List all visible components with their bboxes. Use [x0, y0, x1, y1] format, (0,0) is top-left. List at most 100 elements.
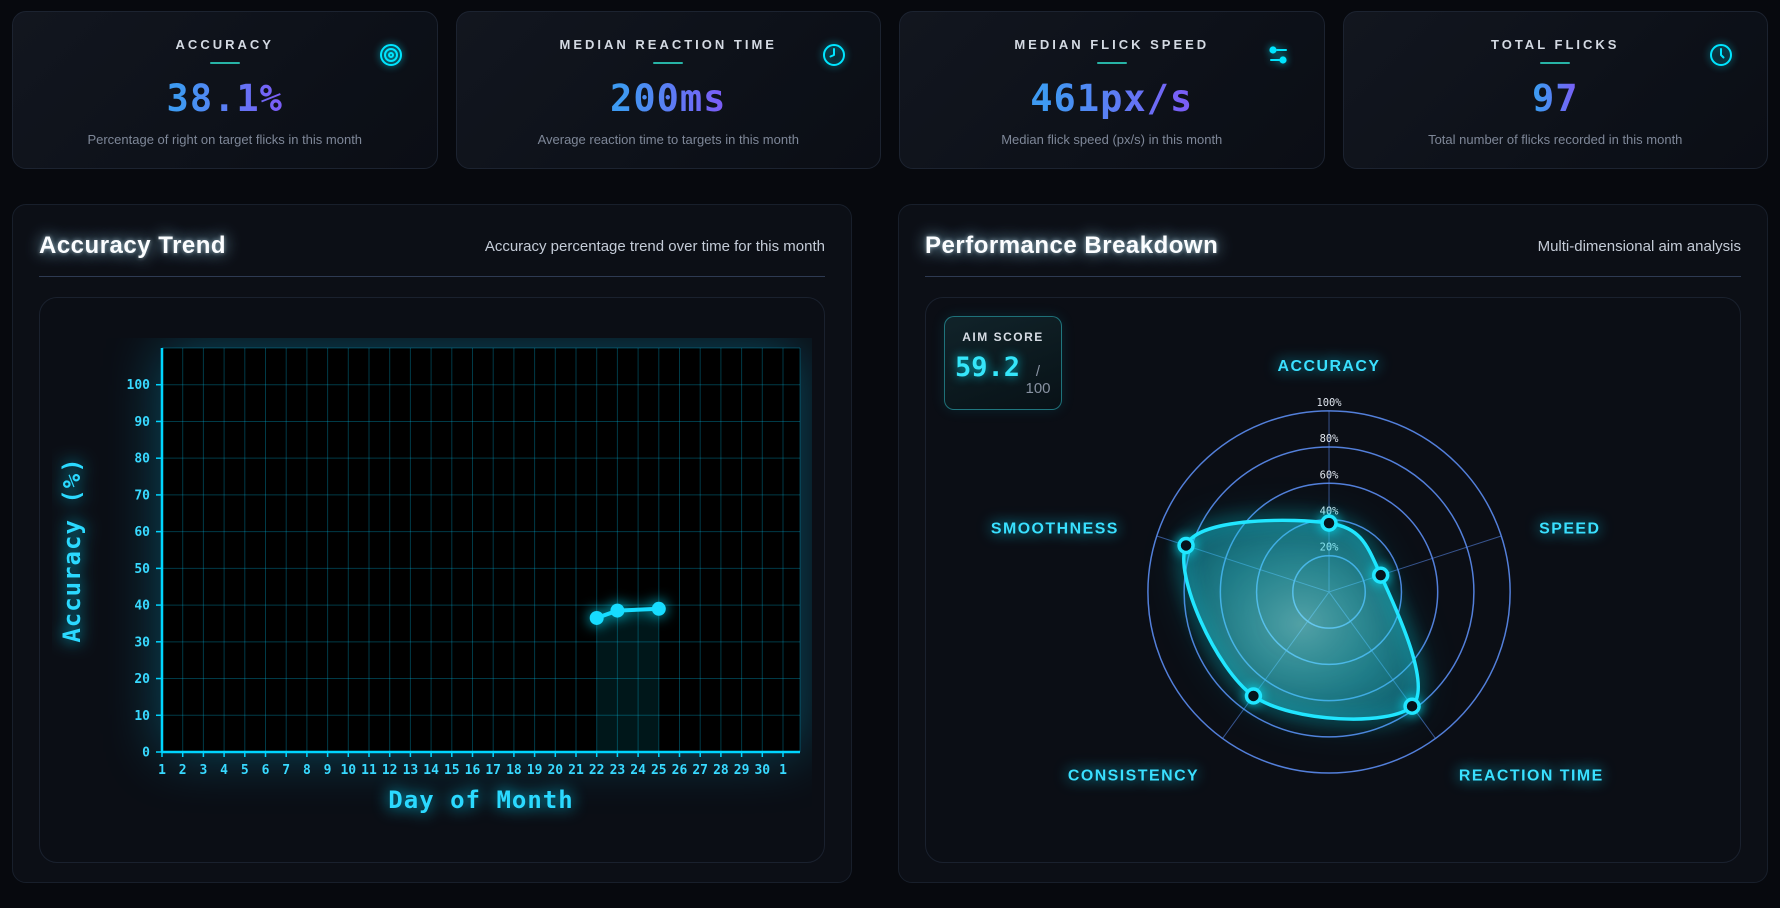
svg-text:40: 40	[134, 599, 150, 614]
svg-text:1: 1	[158, 763, 166, 778]
radar-data-polygon	[1177, 514, 1421, 721]
aim-score-label: AIM SCORE	[962, 330, 1044, 344]
svg-text:9: 9	[324, 763, 332, 778]
panel-header: Accuracy Trend Accuracy percentage trend…	[39, 225, 825, 267]
radar-axis-labels: ACCURACY SPEED REACTION TIME CONSISTENCY SMO…	[991, 358, 1604, 785]
stat-description: Average reaction time to targets in this…	[537, 132, 799, 147]
y-axis-tick-labels: 0 10 20 30 40 50 60 70 80 90 100	[127, 378, 151, 760]
stat-description: Percentage of right on target flicks in …	[87, 132, 363, 147]
svg-text:17: 17	[485, 763, 501, 778]
title-underline	[653, 62, 684, 64]
stat-value: 461px/s	[1030, 77, 1194, 120]
stat-card-accuracy: ACCURACY 38.1% Percentage of right on ta…	[12, 11, 438, 169]
panel-title: Performance Breakdown	[925, 232, 1219, 259]
svg-text:25: 25	[651, 763, 667, 778]
svg-text:20: 20	[547, 763, 563, 778]
stat-card-total-flicks: TOTAL FLICKS 97 Total number of flicks r…	[1342, 11, 1768, 169]
svg-text:26: 26	[672, 763, 688, 778]
tick-marks	[156, 383, 784, 757]
panel-title: Accuracy Trend	[39, 232, 227, 259]
stat-card-median-reaction-time: MEDIAN REACTION TIME 200ms Average react…	[455, 11, 881, 169]
target-icon	[379, 43, 403, 67]
stat-card-median-flick-speed: MEDIAN FLICK SPEED 461px/s Median flick …	[899, 11, 1325, 169]
svg-text:0: 0	[142, 746, 150, 761]
svg-text:100%: 100%	[1316, 397, 1342, 409]
stat-title: MEDIAN FLICK SPEED	[1014, 37, 1210, 52]
radar-vertex	[1320, 514, 1338, 532]
data-point	[651, 601, 666, 616]
svg-text:11: 11	[361, 763, 377, 778]
accuracy-trend-panel: Accuracy Trend Accuracy percentage trend…	[12, 204, 852, 883]
title-underline	[1096, 62, 1127, 64]
x-axis-title: Day of Month	[388, 786, 573, 814]
panel-subtitle: Multi-dimensional aim analysis	[1537, 237, 1741, 255]
stat-title: TOTAL FLICKS	[1491, 37, 1620, 52]
svg-text:19: 19	[527, 763, 543, 778]
stats-row: ACCURACY 38.1% Percentage of right on ta…	[12, 11, 1768, 169]
data-series	[589, 601, 666, 625]
svg-text:24: 24	[630, 763, 646, 778]
svg-text:12: 12	[382, 763, 398, 778]
svg-text:REACTION TIME: REACTION TIME	[1459, 768, 1604, 785]
radar-vertex	[1244, 687, 1263, 705]
stat-value: 97	[1531, 77, 1579, 120]
panel-header: Performance Breakdown Multi-dimensional …	[925, 225, 1741, 267]
svg-text:29: 29	[734, 763, 750, 778]
aim-score-max: / 100	[1025, 363, 1051, 397]
y-axis-title: Accuracy (%)	[58, 457, 86, 642]
svg-text:80%: 80%	[1320, 433, 1340, 445]
stat-title: ACCURACY	[175, 37, 274, 52]
svg-text:70: 70	[134, 488, 150, 503]
svg-text:15: 15	[444, 763, 460, 778]
plot-area	[162, 348, 800, 752]
data-point	[610, 603, 625, 618]
svg-text:10: 10	[134, 709, 150, 724]
svg-text:8: 8	[303, 763, 311, 778]
radar-vertex	[1371, 566, 1390, 584]
stat-value: 200ms	[610, 77, 727, 120]
svg-text:6: 6	[262, 763, 270, 778]
stat-description: Total number of flicks recorded in this …	[1428, 132, 1683, 147]
svg-text:14: 14	[423, 763, 439, 778]
svg-text:SPEED: SPEED	[1539, 521, 1600, 538]
svg-text:80: 80	[134, 452, 150, 467]
stat-description: Median flick speed (px/s) in this month	[1001, 132, 1223, 147]
svg-text:22: 22	[589, 763, 605, 778]
svg-text:5: 5	[241, 763, 249, 778]
svg-text:21: 21	[568, 763, 584, 778]
axes	[160, 348, 800, 754]
svg-text:7: 7	[282, 763, 290, 778]
svg-text:2: 2	[179, 763, 187, 778]
data-point	[589, 610, 604, 625]
panel-subtitle: Accuracy percentage trend over time for …	[484, 237, 825, 255]
svg-text:50: 50	[134, 562, 150, 577]
clock-icon	[1709, 43, 1733, 67]
svg-text:60%: 60%	[1320, 469, 1340, 481]
svg-text:ACCURACY: ACCURACY	[1278, 358, 1381, 375]
sliders-icon	[1266, 43, 1290, 67]
divider	[39, 276, 825, 277]
svg-text:30: 30	[134, 635, 150, 650]
divider	[925, 276, 1741, 277]
svg-text:10: 10	[340, 763, 356, 778]
stat-title: MEDIAN REACTION TIME	[559, 37, 777, 52]
svg-text:60: 60	[134, 525, 150, 540]
clock-icon	[822, 43, 846, 67]
grid-lines	[162, 347, 801, 752]
svg-text:18: 18	[506, 763, 522, 778]
svg-text:20: 20	[134, 672, 150, 687]
x-axis-tick-labels: 1 2 3 4 5 6 7 8 9 10 11 12 13 14 15 16 17 18 19 20 21 22 23 24 2…	[158, 763, 787, 778]
svg-text:4: 4	[220, 763, 228, 778]
title-underline	[1540, 62, 1571, 64]
svg-text:90: 90	[134, 415, 150, 430]
svg-text:23: 23	[610, 763, 626, 778]
panels-row: Accuracy Trend Accuracy percentage trend…	[12, 204, 1768, 883]
svg-text:30: 30	[754, 763, 770, 778]
svg-text:1: 1	[779, 763, 787, 778]
svg-text:27: 27	[692, 763, 708, 778]
stat-value: 38.1%	[166, 77, 283, 120]
svg-text:CONSISTENCY: CONSISTENCY	[1068, 768, 1199, 785]
svg-text:100: 100	[127, 378, 151, 393]
